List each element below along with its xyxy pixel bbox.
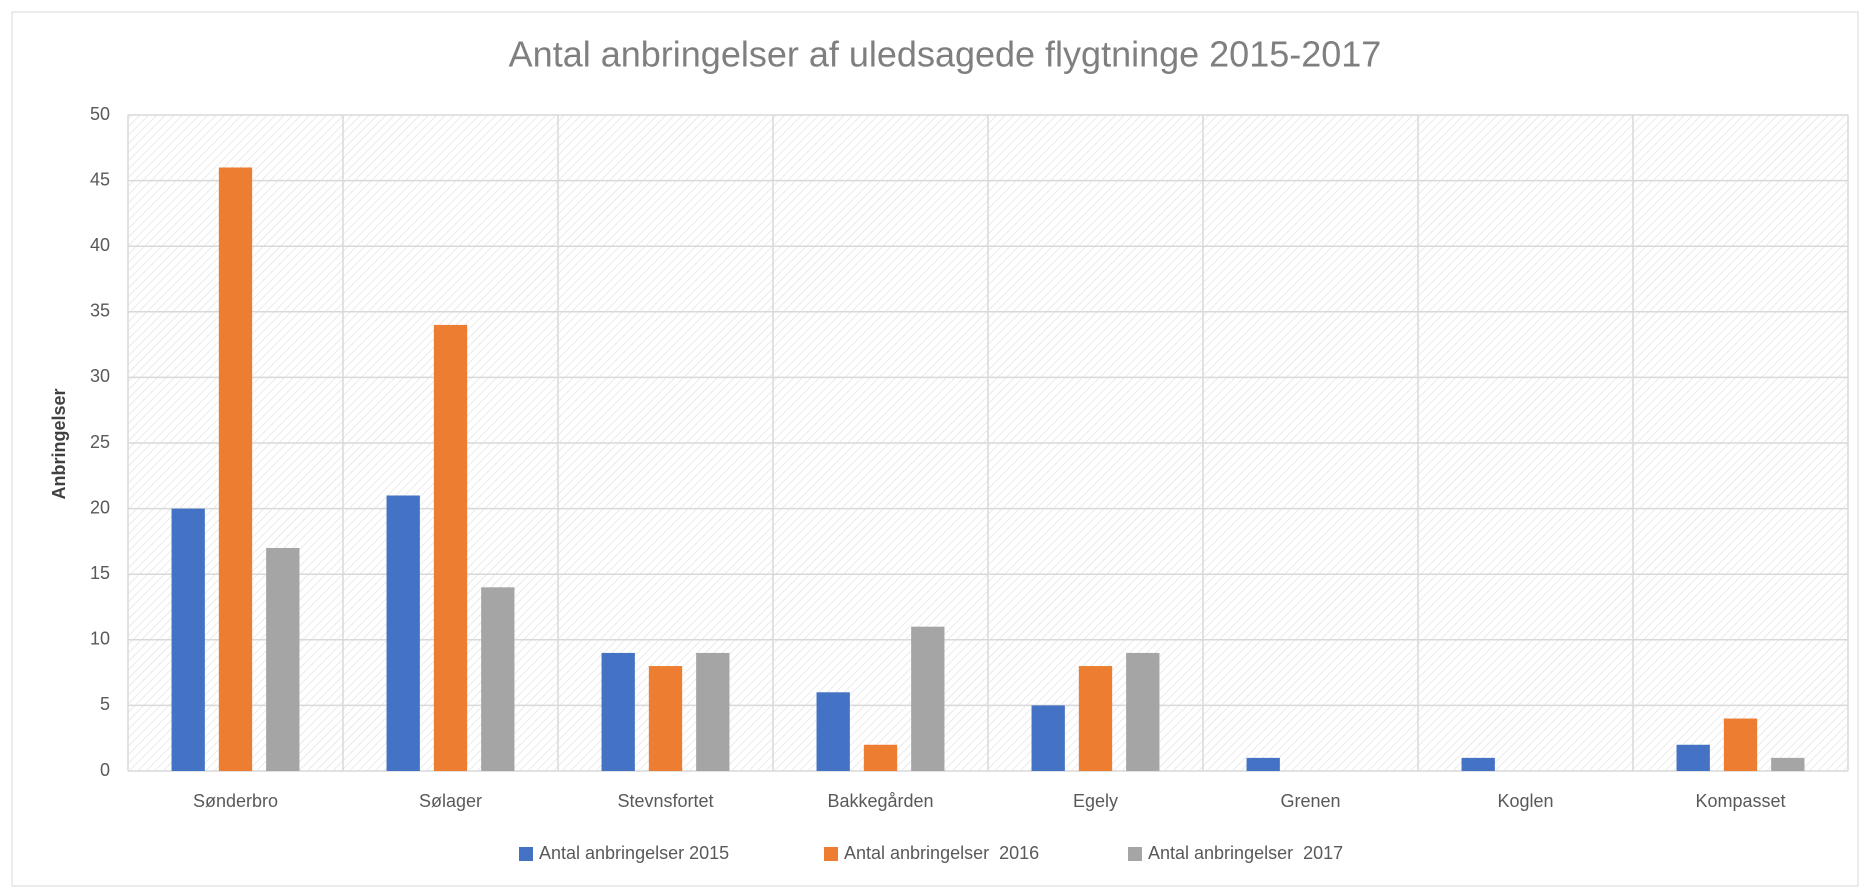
y-tick-label: 45 — [90, 169, 110, 189]
x-tick-label: Kompasset — [1695, 791, 1785, 811]
bar — [433, 324, 468, 771]
legend-swatch — [824, 847, 838, 861]
bar — [601, 652, 635, 771]
x-tick-label: Bakkegården — [827, 791, 933, 811]
bar — [481, 587, 515, 771]
y-tick-label: 5 — [100, 694, 110, 714]
legend-label: Antal anbringelser 2016 — [844, 843, 1039, 863]
bar — [1676, 744, 1710, 771]
x-tick-label: Egely — [1073, 791, 1118, 811]
y-tick-label: 15 — [90, 563, 110, 583]
legend-label: Antal anbringelser 2017 — [1148, 843, 1343, 863]
bar — [648, 666, 683, 771]
y-tick-label: 50 — [90, 104, 110, 124]
x-tick-label: Sølager — [419, 791, 482, 811]
x-tick-label: Koglen — [1497, 791, 1553, 811]
bar — [911, 626, 945, 771]
x-tick-label: Stevnsfortet — [617, 791, 713, 811]
bar — [696, 652, 730, 771]
y-tick-label: 30 — [90, 366, 110, 386]
y-axis-title: Anbringelser — [49, 388, 69, 499]
y-tick-label: 40 — [90, 235, 110, 255]
y-tick-label: 20 — [90, 497, 110, 517]
legend-label: Antal anbringelser 2015 — [539, 843, 729, 863]
bar — [218, 167, 253, 772]
bar — [266, 547, 300, 771]
x-tick-label: Grenen — [1280, 791, 1340, 811]
legend-swatch — [1128, 847, 1142, 861]
bar — [863, 744, 898, 771]
bar — [1031, 705, 1065, 771]
bar — [1126, 652, 1160, 771]
bar — [1461, 757, 1495, 771]
bar — [1078, 666, 1113, 771]
bar — [816, 692, 850, 771]
x-tick-label: Sønderbro — [193, 791, 278, 811]
bar — [171, 508, 205, 771]
y-tick-label: 10 — [90, 629, 110, 649]
bar — [1771, 757, 1805, 771]
chart-title: Antal anbringelser af uledsagede flygtni… — [509, 34, 1382, 75]
y-tick-label: 25 — [90, 432, 110, 452]
y-tick-label: 0 — [100, 760, 110, 780]
bar — [1723, 718, 1758, 771]
bar — [1246, 757, 1280, 771]
bar — [386, 495, 420, 771]
legend-swatch — [519, 847, 533, 861]
y-tick-label: 35 — [90, 301, 110, 321]
